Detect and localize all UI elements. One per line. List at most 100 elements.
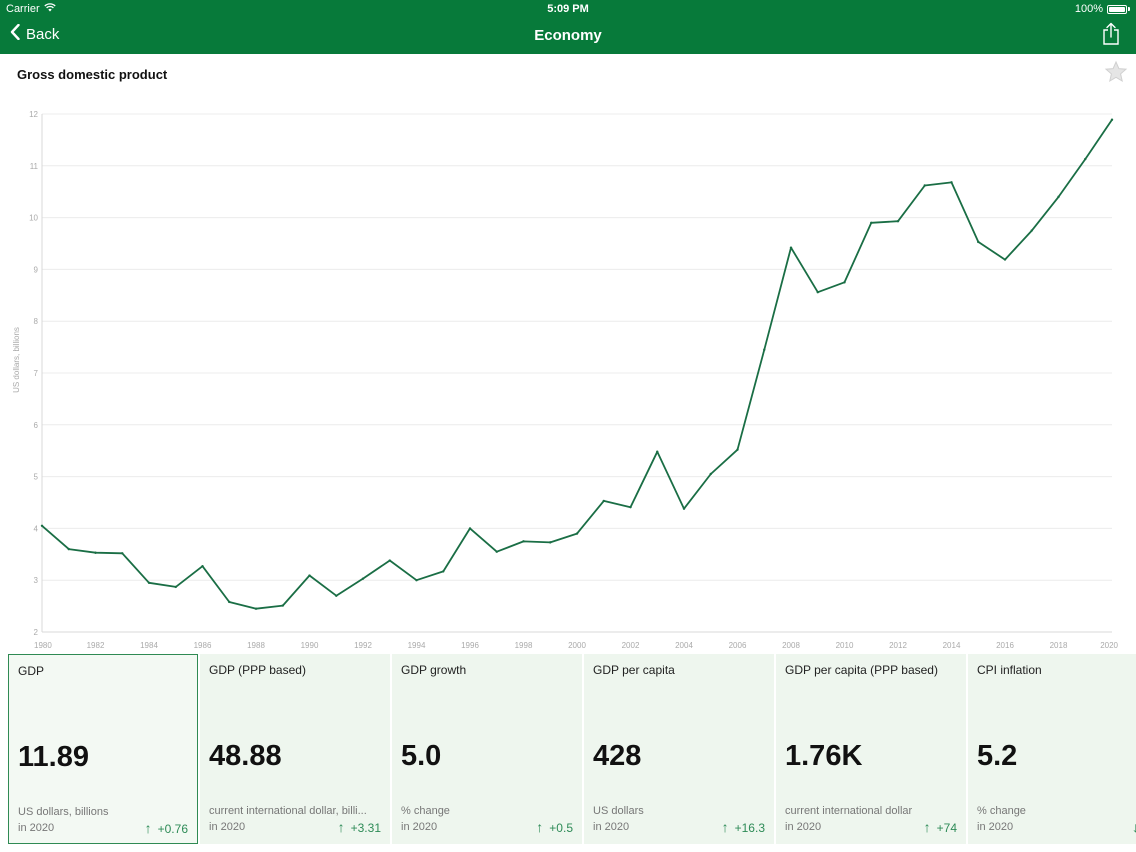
y-tick-label: 5 [34,473,39,482]
battery-icon [1107,4,1127,14]
data-point [950,181,953,184]
data-point [281,604,284,607]
data-point [923,184,926,187]
card-value: 1.76K [785,740,863,772]
card-unit: % change [401,805,450,817]
back-button[interactable]: Back [10,23,60,44]
card-value: 428 [593,740,642,772]
card-title: CPI inflation [977,663,1042,677]
data-point [67,547,70,551]
x-tick-label: 1980 [34,641,52,650]
y-tick-label: 11 [30,162,39,171]
wifi-icon [43,3,56,15]
data-point [361,577,365,580]
x-tick-label: 1998 [515,641,533,650]
indicator-card[interactable]: GDP per capita 428 US dollars in 2020 ↑ +16.3 [584,654,774,844]
indicator-card[interactable]: GDP (PPP based) 48.88 current internationa… [200,654,390,844]
chevron-left-icon [10,23,20,44]
card-title: GDP per capita (PPP based) [785,663,938,677]
card-title: GDP per capita [593,663,675,677]
card-delta: +16.3 [734,821,765,835]
back-label: Back [26,25,60,43]
card-change: ↑ +16.3 [722,819,765,835]
battery-percent: 100% [1074,3,1103,15]
data-point [335,594,338,597]
share-icon [1102,22,1120,50]
card-value: 11.89 [18,741,89,773]
x-tick-label: 2020 [1100,641,1118,650]
card-unit: current international dollar [785,805,913,817]
card-delta: +3.31 [350,821,381,835]
card-year: in 2020 [209,821,246,833]
card-change: ↓- [1132,819,1136,835]
x-tick-label: 2016 [996,641,1014,650]
page-title: Economy [534,27,602,44]
navigation-bar: Back Economy [0,18,1136,54]
indicator-card[interactable]: GDP 11.89 US dollars, billions in 2020 ↑ +0.7… [8,654,198,844]
x-tick-label: 2018 [1050,641,1068,650]
data-point [254,607,258,610]
x-tick-label: 1984 [140,641,158,650]
card-year: in 2020 [18,822,55,834]
x-tick-label: 2014 [943,641,961,650]
card-unit: % change [977,805,1026,817]
data-point [415,579,418,582]
y-tick-label: 12 [29,110,38,119]
indicator-card[interactable]: CPI inflation 5.2 % change in 2020 ↓- [968,654,1136,844]
data-point [896,220,900,223]
indicator-card[interactable]: GDP growth 5.0 % change in 2020 ↑ +0.5 [392,654,582,844]
trend-arrow-icon: ↑ [536,819,544,835]
trend-arrow-icon: ↑ [923,819,931,835]
trend-arrow-icon: ↑ [721,819,729,835]
y-tick-label: 6 [34,421,39,430]
favorite-button[interactable] [1104,60,1128,89]
data-point [602,499,605,503]
card-year: in 2020 [977,821,1014,833]
card-change: ↑ +3.31 [338,819,381,835]
x-tick-label: 1994 [408,641,426,650]
data-point [629,505,632,509]
y-tick-label: 7 [34,369,39,378]
status-bar: Carrier 5:09 PM 100% [0,0,1136,18]
x-tick-label: 1990 [301,641,319,650]
x-tick-label: 2006 [729,641,747,650]
data-point [121,552,124,555]
data-point [1057,195,1060,199]
trend-arrow-icon: ↑ [144,820,152,836]
data-point [468,527,472,530]
card-title: GDP growth [401,663,467,677]
data-point [763,348,766,351]
series-line [41,119,1113,610]
card-unit: current international dollar, billi... [209,805,367,817]
data-point [1030,229,1033,232]
data-point [1084,157,1087,161]
card-change: ↑ +74 [924,819,957,835]
data-point [816,290,819,294]
indicator-card[interactable]: GDP per capita (PPP based) 1.76K current i… [776,654,966,844]
data-point [549,541,552,544]
x-tick-label: 2012 [889,641,907,650]
x-tick-label: 1988 [247,641,265,650]
x-tick-label: 2004 [675,641,693,650]
y-tick-label: 9 [34,265,39,274]
battery-indicator: 100% [1075,3,1130,15]
data-point [40,524,44,528]
data-point [201,565,204,568]
card-delta: +74 [936,821,957,835]
share-button[interactable] [1102,22,1120,51]
x-tick-label: 2000 [568,641,586,650]
carrier-indicator: Carrier [6,3,56,15]
gdp-line-chart[interactable]: 2 3 4 5 6 7 8 9 10 11 12 1980 1982 1984 1986 1988 1990 19… [0,100,1136,652]
x-tick-label: 2002 [622,641,640,650]
y-tick-label: 10 [29,214,38,223]
y-tick-label: 8 [34,317,39,326]
clock: 5:09 PM [547,3,589,15]
carrier-label: Carrier [6,3,40,15]
x-tick-label: 1986 [194,641,212,650]
x-tick-label: 1996 [461,641,479,650]
data-point [843,281,846,284]
x-tick-label: 1992 [354,641,372,650]
y-axis-label: US dollars, billions [12,327,21,393]
card-year: in 2020 [593,821,630,833]
data-point [1003,258,1007,261]
